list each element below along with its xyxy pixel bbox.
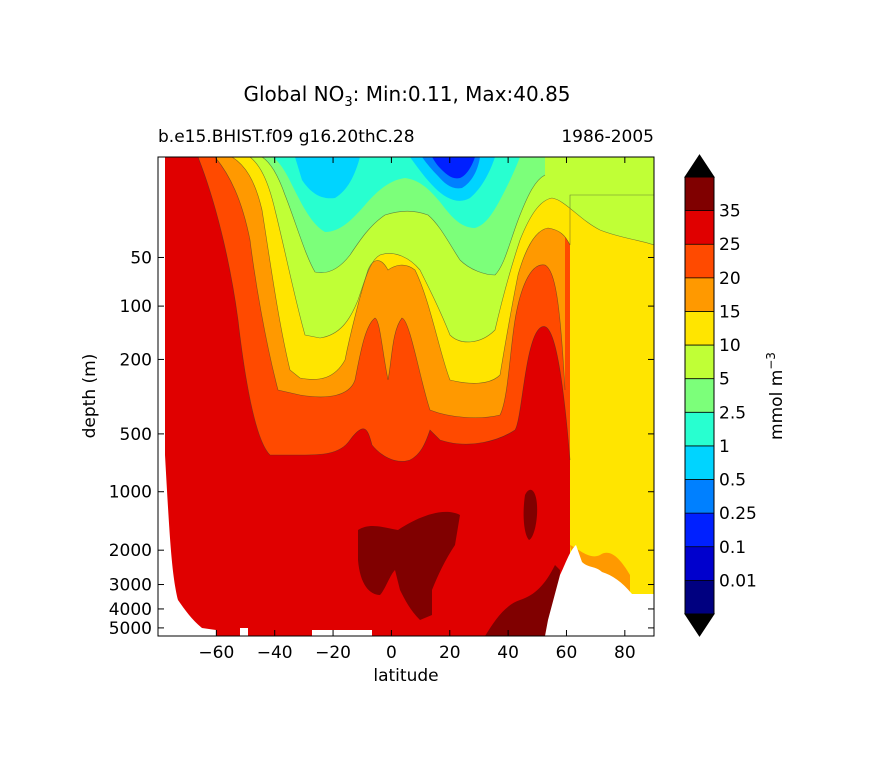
colorbar: 0.01 0.1 0.25 0.5 1 2.5 5 10 15 20 25 35 xyxy=(684,154,757,637)
colorbar-tick-label: 0.01 xyxy=(719,571,757,591)
colorbar-tick-label: 0.5 xyxy=(719,471,746,491)
y-tick-label: 50 xyxy=(130,248,152,268)
y-tick-label: 1000 xyxy=(109,483,152,503)
colorbar-tick-label: 1 xyxy=(719,437,730,457)
x-tick-label: −40 xyxy=(257,643,293,663)
colorbar-segment xyxy=(685,479,714,514)
colorbar-segment xyxy=(685,244,714,278)
x-tick-label: 40 xyxy=(497,643,519,663)
y-tick-label: 5000 xyxy=(109,619,152,639)
colorbar-segment xyxy=(685,378,714,413)
y-tick-label: 3000 xyxy=(109,576,152,596)
band-darkred-bottom xyxy=(485,565,560,636)
band-darkred-core xyxy=(358,511,460,620)
colorbar-segment xyxy=(685,345,714,379)
x-tick-label: 80 xyxy=(614,643,636,663)
colorbar-tick-label: 2.5 xyxy=(719,403,746,423)
colorbar-tick-label: 10 xyxy=(719,336,741,356)
mask-notch-2 xyxy=(312,630,372,636)
colorbar-tick-label: 5 xyxy=(719,370,730,390)
contour-field xyxy=(158,157,654,636)
y-tick-label: 2000 xyxy=(109,541,152,561)
x-tick-label: 0 xyxy=(386,643,397,663)
colorbar-tick-label: 15 xyxy=(719,302,741,322)
x-tick-label: 60 xyxy=(556,643,578,663)
plot-frame xyxy=(157,156,655,637)
band-blue xyxy=(432,157,475,179)
colorbar-segment xyxy=(685,412,714,446)
title-suffix: : Min:0.11, Max:40.85 xyxy=(353,82,571,106)
colorbar-tick-label: 25 xyxy=(719,235,741,255)
y-tick-label: 100 xyxy=(120,297,152,317)
chart-title: Global NO3: Min:0.11, Max:40.85 xyxy=(243,82,570,110)
colorbar-label-sup: −3 xyxy=(764,352,778,370)
x-axis: −60 −40 −20 0 20 40 60 80 xyxy=(198,157,636,663)
colorbar-tick-label: 20 xyxy=(719,269,741,289)
band-darkred-blob xyxy=(523,489,538,540)
colorbar-segment xyxy=(685,513,714,547)
colorbar-segment xyxy=(685,177,714,211)
y-tick-label: 4000 xyxy=(109,600,152,620)
band-cyan xyxy=(295,157,360,199)
colorbar-segment xyxy=(685,311,714,346)
y-axis-label: depth (m) xyxy=(80,354,100,439)
colorbar-segment xyxy=(685,210,714,245)
mask-notch-1 xyxy=(240,628,248,636)
subtitle-right: 1986-2005 xyxy=(561,127,654,147)
subtitle-left: b.e15.BHIST.f09 g16.20thC.28 xyxy=(158,127,415,147)
colorbar-tick-label: 0.1 xyxy=(719,538,746,558)
colorbar-label-text: mmol m xyxy=(767,370,787,440)
mask-north xyxy=(545,545,654,636)
y-tick-label: 200 xyxy=(120,350,152,370)
contour-lines xyxy=(197,157,654,462)
colorbar-extend-min xyxy=(684,613,715,637)
title-subscript: 3 xyxy=(344,95,352,110)
colorbar-frame xyxy=(684,176,715,615)
colorbar-tick-label: 0.25 xyxy=(719,504,757,524)
x-tick-label: 20 xyxy=(439,643,461,663)
mask-topography xyxy=(158,157,216,636)
y-tick-label: 500 xyxy=(120,425,152,445)
x-tick-label: −20 xyxy=(315,643,351,663)
colorbar-label: mmol m−3 xyxy=(764,352,787,440)
colorbar-segment xyxy=(685,580,714,614)
x-tick-label: −60 xyxy=(198,643,234,663)
colorbar-segment xyxy=(685,546,714,581)
band-yellow-north xyxy=(570,195,654,636)
colorbar-tick-label: 35 xyxy=(719,202,741,222)
x-axis-label: latitude xyxy=(373,666,438,686)
colorbar-extend-max xyxy=(684,154,715,178)
title-prefix: Global NO xyxy=(243,82,344,106)
colorbar-segment xyxy=(685,445,714,480)
colorbar-segment xyxy=(685,277,714,312)
